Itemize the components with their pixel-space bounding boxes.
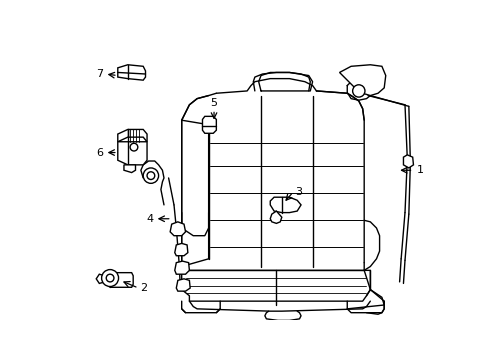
Ellipse shape — [352, 85, 364, 97]
Polygon shape — [270, 197, 301, 213]
Polygon shape — [174, 261, 189, 274]
Polygon shape — [202, 116, 216, 133]
Polygon shape — [170, 222, 185, 236]
Polygon shape — [108, 273, 133, 287]
Ellipse shape — [102, 270, 118, 287]
Text: 4: 4 — [146, 214, 153, 224]
Polygon shape — [339, 65, 385, 95]
Polygon shape — [96, 274, 104, 283]
Polygon shape — [118, 137, 147, 142]
Text: 1: 1 — [416, 165, 423, 175]
Polygon shape — [174, 243, 187, 256]
Text: 6: 6 — [96, 148, 103, 158]
Ellipse shape — [147, 172, 154, 180]
Ellipse shape — [106, 274, 114, 282]
Text: 7: 7 — [96, 69, 103, 79]
Ellipse shape — [130, 143, 138, 151]
Ellipse shape — [143, 168, 158, 183]
Polygon shape — [403, 155, 413, 168]
Text: 2: 2 — [140, 283, 147, 293]
Polygon shape — [123, 165, 135, 172]
Text: 5: 5 — [210, 98, 217, 108]
Polygon shape — [118, 65, 145, 80]
Text: 3: 3 — [294, 187, 301, 197]
Polygon shape — [118, 130, 147, 165]
Polygon shape — [176, 279, 190, 291]
Polygon shape — [270, 211, 281, 223]
